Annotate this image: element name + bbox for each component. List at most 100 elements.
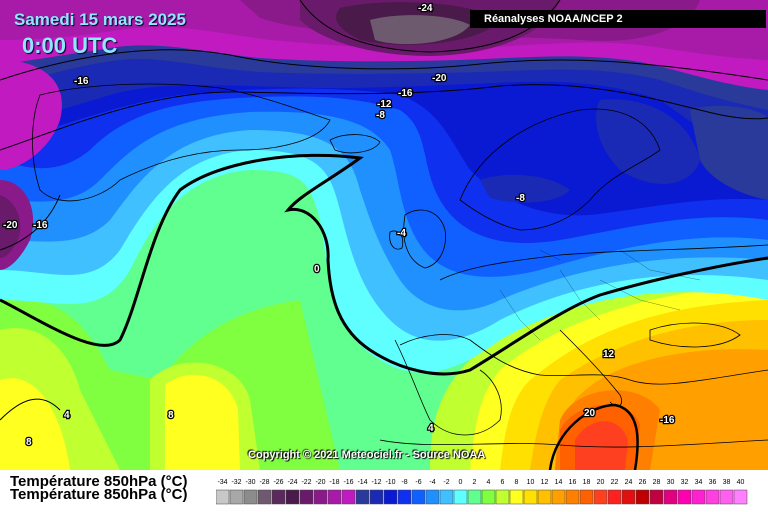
contour-label: 20 [584, 408, 596, 419]
legend-value: -28 [259, 479, 270, 486]
legend-swatch [509, 489, 524, 505]
legend-value: -22 [301, 479, 312, 486]
legend-swatch [229, 489, 244, 505]
contour-label: 8 [168, 410, 174, 421]
legend-swatch [467, 489, 482, 505]
contour-label: -4 [397, 228, 406, 239]
legend-value: 38 [722, 479, 731, 486]
legend-swatch [313, 489, 328, 505]
legend-swatch [341, 489, 356, 505]
contour-label: -16 [398, 88, 413, 99]
map-time: 0:00 UTC [22, 33, 118, 58]
contour-label: 12 [603, 349, 615, 360]
legend-value: 16 [568, 479, 577, 486]
parameter-title-line2: Température 850hPa (°C) [10, 486, 188, 503]
legend-value: 12 [540, 479, 549, 486]
temperature-map: -24 -20 -16 -16 -12 -8 -20 -16 -8 -4 0 4… [0, 0, 768, 470]
legend-value: -16 [343, 479, 354, 486]
legend-swatch [285, 489, 300, 505]
legend-swatch [495, 489, 510, 505]
legend-swatch [397, 489, 412, 505]
legend-swatch [565, 489, 580, 505]
legend-value: -2 [443, 479, 450, 486]
contour-label: -12 [377, 99, 392, 110]
legend-swatch [719, 489, 734, 505]
contour-label: 4 [64, 410, 70, 421]
legend-swatch [481, 489, 496, 505]
legend-value: 36 [708, 479, 717, 486]
legend-swatch [257, 489, 272, 505]
legend-value: 40 [736, 479, 745, 486]
copyright-notice: Copyright © 2021 Meteociel.fr - Source N… [248, 449, 486, 461]
legend-value: 8 [514, 479, 519, 486]
source-label: Réanalyses NOAA/NCEP 2 [470, 10, 766, 28]
legend-swatch [355, 489, 370, 505]
contour-label: -8 [376, 110, 385, 121]
legend-swatch [425, 489, 440, 505]
parameter-title-line1: Température 850hPa (°C) [10, 473, 188, 490]
legend-swatch [635, 489, 650, 505]
legend-value: -32 [231, 479, 242, 486]
contour-label: -24 [418, 3, 433, 14]
contour-label: -20 [432, 73, 447, 84]
legend-swatch [327, 489, 342, 505]
legend-swatch [383, 489, 398, 505]
legend-value: 6 [500, 479, 505, 486]
contour-label: 8 [26, 437, 32, 448]
map-date: Samedi 15 mars 2025 [14, 10, 187, 29]
legend-swatch [663, 489, 678, 505]
contour-label: -16 [660, 415, 675, 426]
legend-value: 18 [582, 479, 591, 486]
legend-swatch [299, 489, 314, 505]
legend-swatch [411, 489, 426, 505]
legend-value: 24 [624, 479, 633, 486]
legend-swatch [593, 489, 608, 505]
legend-swatch [523, 489, 538, 505]
legend-swatch [607, 489, 622, 505]
legend-value: -4 [429, 479, 436, 486]
legend-value: -30 [245, 479, 256, 486]
contour-label: -8 [516, 193, 525, 204]
contour-label: 0 [314, 264, 320, 275]
legend-swatch [243, 489, 258, 505]
legend-value: 26 [638, 479, 647, 486]
legend-value: 22 [610, 479, 619, 486]
legend-value: -26 [273, 479, 284, 486]
color-legend [216, 489, 748, 505]
legend-swatch [579, 489, 594, 505]
legend-value: -8 [401, 479, 408, 486]
legend-swatch [677, 489, 692, 505]
parameter-title: Température 850hPa (°C) Température 850h… [10, 473, 188, 503]
legend-value: -14 [357, 479, 368, 486]
contour-label: -20 [3, 220, 18, 231]
legend-value: 0 [458, 479, 463, 486]
legend-value: -20 [315, 479, 326, 486]
legend-value: 32 [680, 479, 689, 486]
legend-value: 2 [472, 479, 477, 486]
contour-label: -16 [33, 220, 48, 231]
legend-value: -34 [217, 479, 228, 486]
legend-swatch [369, 489, 384, 505]
legend-value: -24 [287, 479, 298, 486]
legend-swatch [551, 489, 566, 505]
legend-swatch [537, 489, 552, 505]
legend-swatch [271, 489, 286, 505]
legend-value: -12 [371, 479, 382, 486]
legend-swatch [453, 489, 468, 505]
legend-swatch [216, 489, 230, 505]
legend-swatch [649, 489, 664, 505]
legend-value: 4 [486, 479, 491, 486]
legend-value: 10 [526, 479, 535, 486]
legend-swatch [621, 489, 636, 505]
legend-value: -6 [415, 479, 422, 486]
legend-swatch [439, 489, 454, 505]
legend-value: 20 [596, 479, 605, 486]
legend-value: 34 [694, 479, 703, 486]
legend-value: -10 [385, 479, 396, 486]
legend-swatch [733, 489, 748, 505]
legend-value: 28 [652, 479, 661, 486]
contour-label: -16 [74, 76, 89, 87]
legend-value: 30 [666, 479, 675, 486]
legend-swatch [691, 489, 706, 505]
